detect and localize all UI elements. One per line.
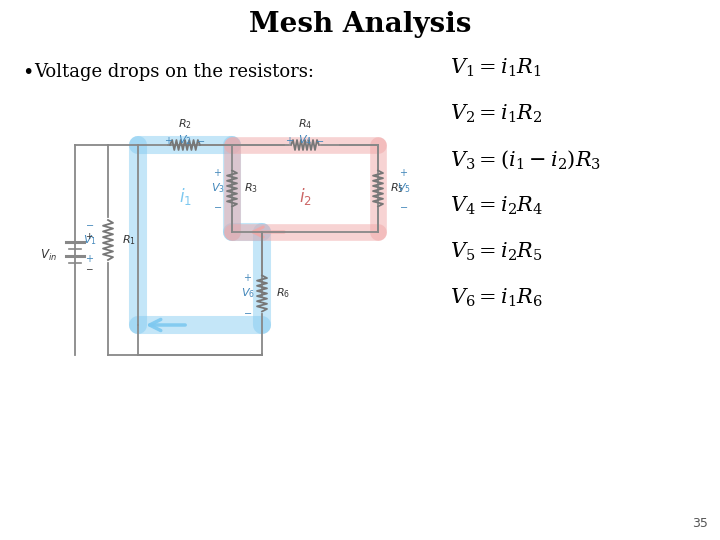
- Text: $V_1 = i_1R_1$: $V_1 = i_1R_1$: [450, 57, 541, 79]
- Text: $+$: $+$: [243, 272, 253, 283]
- Text: $R_5$: $R_5$: [390, 181, 404, 195]
- Text: $R_4$: $R_4$: [298, 117, 312, 131]
- Text: $-$: $-$: [197, 135, 206, 145]
- Text: $V_5$: $V_5$: [397, 181, 411, 195]
- Text: $R_2$: $R_2$: [178, 117, 192, 131]
- Text: •: •: [22, 63, 33, 82]
- Text: $-$: $-$: [315, 135, 325, 145]
- Text: $-$: $-$: [243, 307, 253, 316]
- Text: $V_2 = i_1R_2$: $V_2 = i_1R_2$: [450, 103, 542, 125]
- Text: $+$: $+$: [85, 231, 94, 241]
- Text: $V_6 = i_1R_6$: $V_6 = i_1R_6$: [450, 287, 543, 309]
- Text: $i_2$: $i_2$: [299, 186, 312, 207]
- Text: $+$: $+$: [164, 134, 174, 145]
- Text: $V_4 = i_2R_4$: $V_4 = i_2R_4$: [450, 195, 543, 217]
- Text: $V_5 = i_2R_5$: $V_5 = i_2R_5$: [450, 241, 543, 263]
- Text: $-$: $-$: [400, 201, 408, 212]
- Text: $+$: $+$: [286, 134, 294, 145]
- Text: $+$: $+$: [400, 167, 408, 178]
- Text: $+$: $+$: [86, 253, 94, 264]
- Text: Mesh Analysis: Mesh Analysis: [249, 11, 471, 38]
- Text: $V_6$: $V_6$: [241, 287, 255, 300]
- Text: $V_4$: $V_4$: [298, 133, 312, 147]
- Text: $V_2$: $V_2$: [178, 133, 192, 147]
- Text: $-$: $-$: [86, 219, 94, 229]
- Text: $R_3$: $R_3$: [244, 181, 258, 195]
- Text: $V_3 = (i_1-i_2)R_3$: $V_3 = (i_1-i_2)R_3$: [450, 148, 601, 171]
- Text: $R_6$: $R_6$: [276, 287, 290, 300]
- Text: $V_1$: $V_1$: [83, 233, 97, 247]
- Text: $+$: $+$: [214, 167, 222, 178]
- Text: 35: 35: [692, 517, 708, 530]
- Text: $V_3$: $V_3$: [211, 181, 225, 195]
- Text: $R_1$: $R_1$: [122, 233, 136, 247]
- Text: $V_{in}$: $V_{in}$: [40, 247, 57, 262]
- Text: $i_1$: $i_1$: [179, 186, 192, 207]
- Text: Voltage drops on the resistors:: Voltage drops on the resistors:: [34, 63, 314, 81]
- Text: $-$: $-$: [85, 264, 94, 273]
- Text: $-$: $-$: [213, 201, 222, 212]
